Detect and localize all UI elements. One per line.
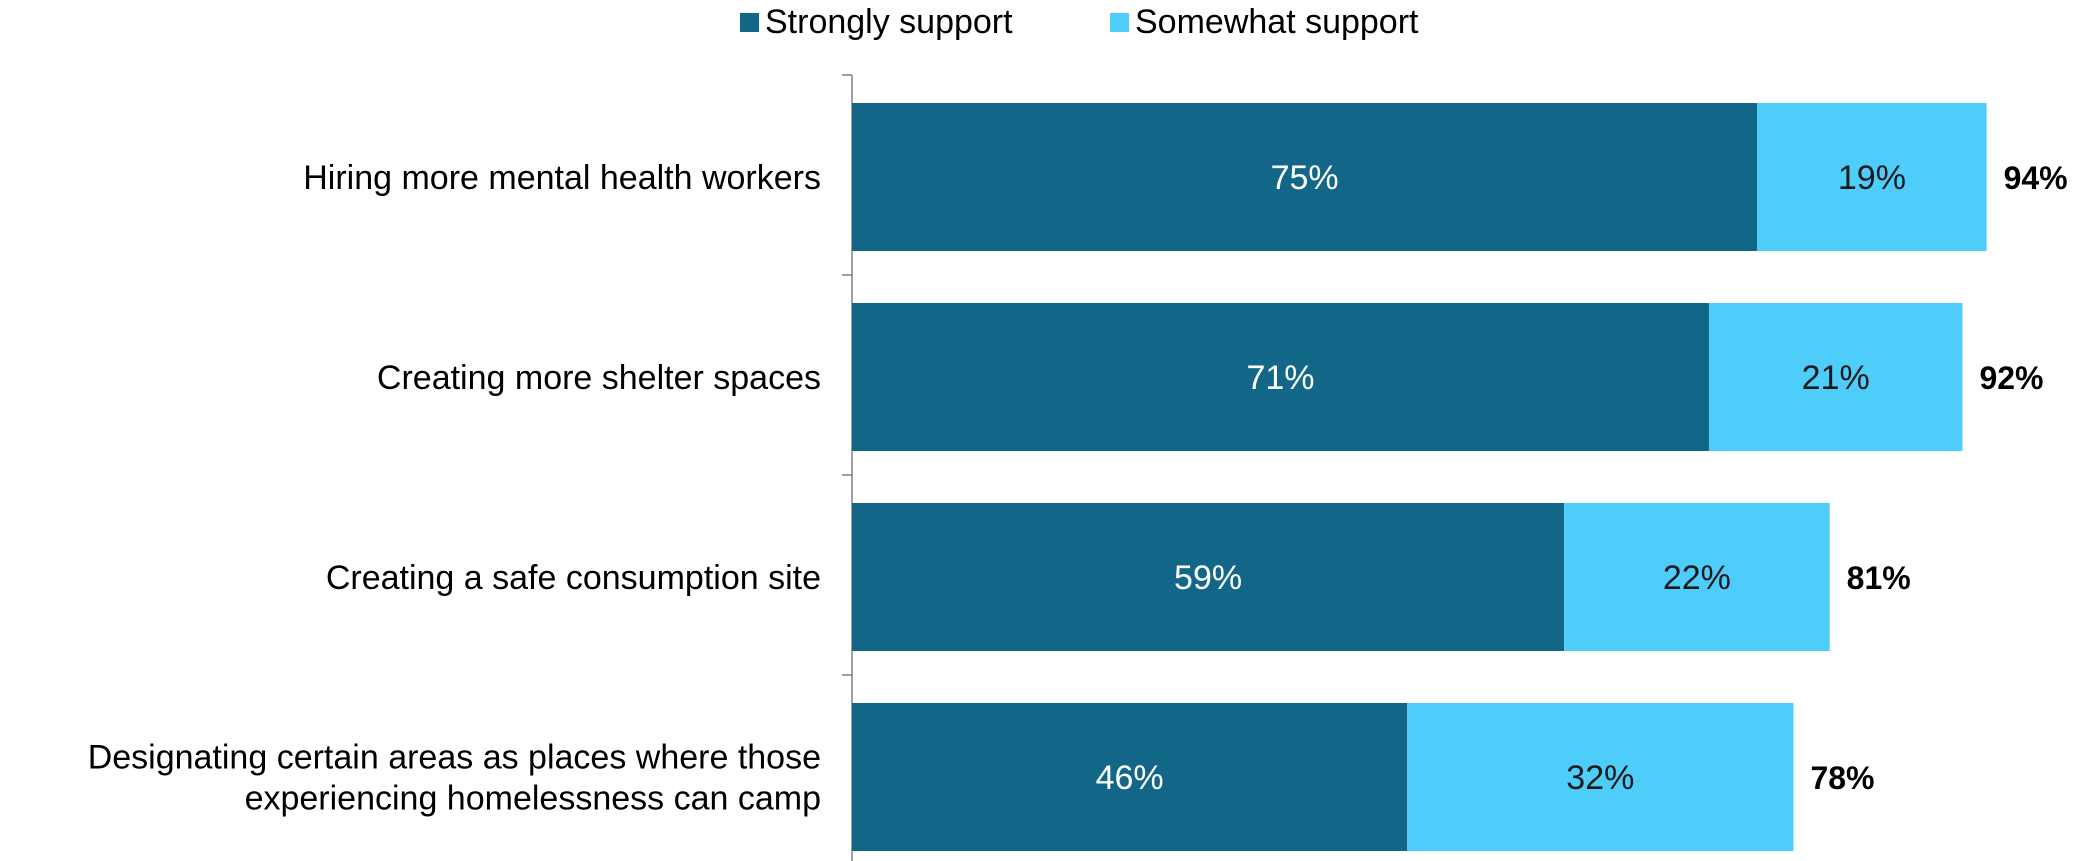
data-label: 19%: [1838, 159, 1906, 197]
data-label: 71%: [1246, 359, 1314, 397]
bar-strongly-3: [852, 503, 1565, 651]
category-label: Creating a safe consumption site: [326, 559, 821, 597]
data-label: 22%: [1663, 559, 1731, 597]
bars: 75% 19% 71% 21% 59% 22% 46% 32%: [852, 103, 1987, 851]
y-axis: [842, 74, 853, 861]
legend: Strongly support Somewhat support: [740, 3, 1419, 41]
category-label: Designating certain areas as places wher…: [88, 739, 821, 777]
legend-swatch-1: [740, 13, 759, 32]
category-label: experiencing homelessness can camp: [245, 780, 821, 818]
data-label: 75%: [1271, 159, 1339, 197]
bar-somewhat-1: [1757, 103, 1987, 251]
total-label: 94%: [2004, 160, 2068, 196]
bar-strongly-4: [852, 703, 1408, 851]
legend-swatch-2: [1110, 13, 1129, 32]
bar-somewhat-2: [1708, 303, 1963, 451]
legend-label-2: Somewhat support: [1135, 3, 1419, 41]
category-label: Creating more shelter spaces: [377, 359, 821, 397]
bar-strongly-2: [852, 303, 1709, 451]
bar-somewhat-3: [1564, 503, 1830, 651]
data-label: 21%: [1802, 359, 1870, 397]
total-label: 81%: [1847, 560, 1911, 596]
bar-strongly-1: [852, 103, 1758, 251]
legend-label-1: Strongly support: [765, 3, 1013, 41]
bar-somewhat-4: [1407, 703, 1794, 851]
total-label: 78%: [1810, 760, 1874, 796]
data-label: 59%: [1174, 559, 1242, 597]
data-label: 32%: [1566, 759, 1634, 797]
category-labels: Hiring more mental health workers Creatin…: [88, 159, 821, 818]
data-label: 46%: [1096, 759, 1164, 797]
total-labels: 94% 92% 81% 78%: [1810, 160, 2067, 796]
total-label: 92%: [1979, 360, 2043, 396]
category-label: Hiring more mental health workers: [303, 159, 821, 197]
